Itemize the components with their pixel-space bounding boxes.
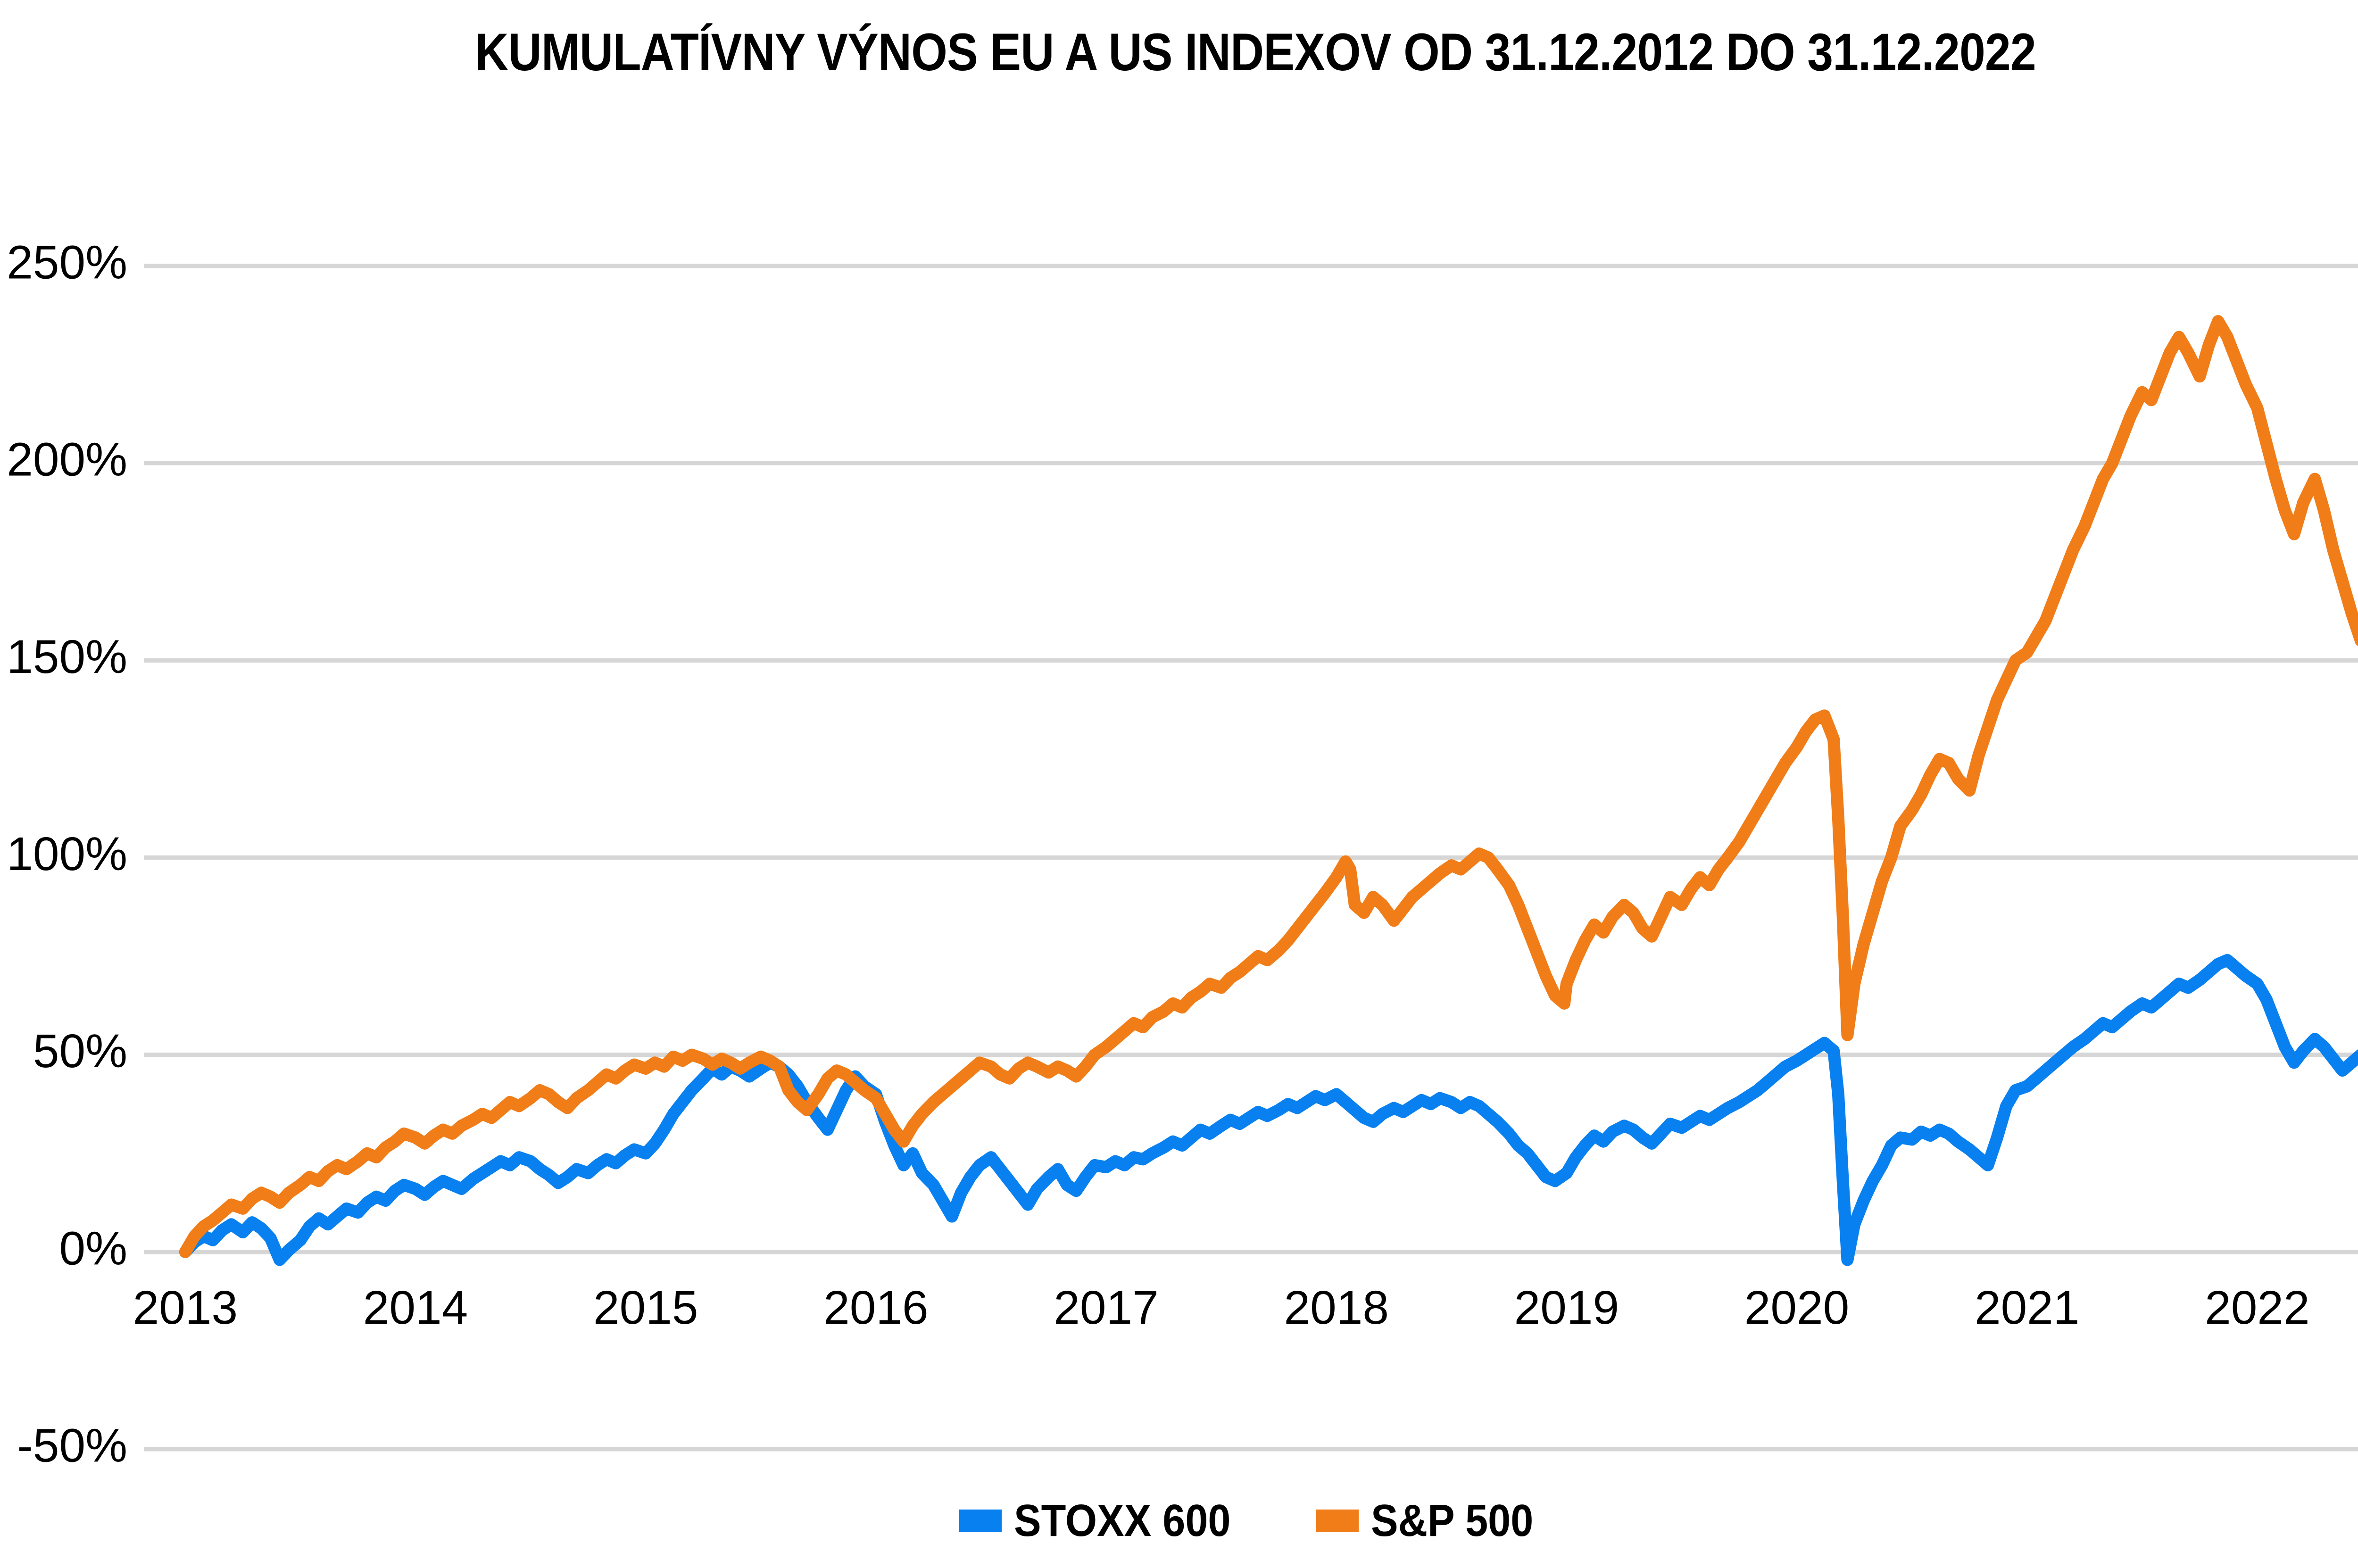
page-title: KUMULATÍVNY VÝNOS EU A US INDEXOV OD 31.…	[475, 23, 2036, 82]
legend-item-sp500[interactable]: S&P 500	[1316, 1495, 1552, 1547]
y-axis-tick-label: 0%	[59, 1222, 127, 1275]
x-axis-tick-label: 2017	[1054, 1281, 1158, 1334]
x-axis-tick-label: 2022	[2205, 1281, 2309, 1334]
y-axis-tick-label: 200%	[7, 433, 127, 486]
chart-legend: STOXX 600 S&P 500	[0, 1495, 2358, 1547]
x-axis-tick-labels: 2013 2014 2015 2016 2017 2018 2019 2020 2021 2022	[133, 1281, 2310, 1334]
x-axis-tick-label: 2018	[1284, 1281, 1388, 1334]
data-series	[179, 315, 2358, 1266]
x-axis-tick-label: 2020	[1744, 1281, 1849, 1334]
y-axis-tick-label: 50%	[33, 1025, 127, 1078]
legend-swatch-icon	[959, 1510, 1002, 1532]
y-axis-tick-labels: 250% 200% 150% 100% 50% 0% -50%	[7, 236, 127, 1472]
legend-item-label: S&P 500	[1371, 1495, 1534, 1546]
series-line-s-p-500	[179, 315, 2358, 1258]
x-axis-tick-label: 2016	[823, 1281, 928, 1334]
x-axis-tick-label: 2021	[1975, 1281, 2079, 1334]
y-axis-tick-label: 100%	[7, 828, 127, 880]
y-axis-tick-label: 250%	[7, 236, 127, 289]
gridlines	[144, 264, 2358, 1452]
x-axis-tick-label: 2014	[363, 1281, 468, 1334]
legend-item-stoxx600[interactable]: STOXX 600	[959, 1495, 1255, 1547]
series-line-stoxx-600	[179, 954, 2358, 1266]
legend-swatch-icon	[1316, 1510, 1359, 1532]
y-axis-tick-label: -50%	[17, 1419, 127, 1472]
x-axis-tick-label: 2013	[133, 1281, 238, 1334]
x-axis-tick-label: 2019	[1514, 1281, 1619, 1334]
y-axis-tick-label: 150%	[7, 631, 127, 683]
legend-item-label: STOXX 600	[1014, 1495, 1231, 1546]
x-axis-tick-label: 2015	[593, 1281, 698, 1334]
